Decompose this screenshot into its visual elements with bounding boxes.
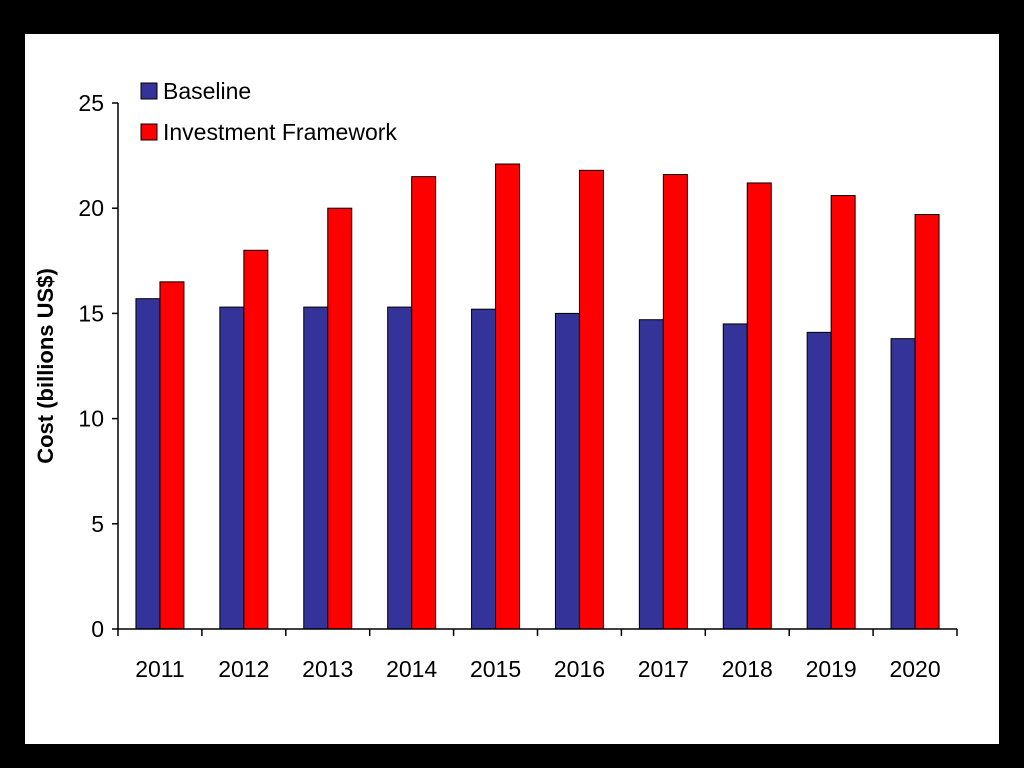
y-tick-label: 25 [78,90,104,116]
y-tick-label: 15 [78,300,104,326]
bar-investment-framework [578,169,604,630]
x-tick-label: 2018 [722,656,773,682]
bar-baseline [471,308,497,630]
bar-investment-framework [746,182,772,630]
y-tick-label: 5 [91,511,104,537]
legend-swatch-investment-framework [140,123,158,141]
bar-baseline [890,338,916,630]
bars-layer [135,163,940,630]
x-tick-label: 2015 [470,656,521,682]
bar-baseline [722,323,748,630]
x-ticks: 2011 2012 2013 2014 2015 2016 2017 2018 2019 2020 [117,629,958,682]
y-tick-label: 0 [91,616,104,642]
x-tick-label: 2017 [638,656,689,682]
bar-baseline [219,306,245,630]
bar-investment-framework [495,163,521,630]
legend-label-investment-framework: Investment Framework [163,119,397,145]
legend-swatch-baseline [140,82,158,100]
x-tick-label: 2020 [889,656,940,682]
bar-baseline [638,319,664,630]
bar-investment-framework [159,281,185,630]
y-ticks: 0 5 10 15 20 25 [78,90,118,642]
y-tick-label: 20 [78,195,104,221]
x-tick-label: 2014 [386,656,437,682]
bar-investment-framework [411,176,437,630]
legend-label-baseline: Baseline [163,78,251,104]
x-tick-label: 2013 [302,656,353,682]
bar-investment-framework [914,214,940,630]
y-tick-label: 10 [78,406,104,432]
bar-investment-framework [327,207,353,630]
x-tick-label: 2011 [135,656,184,682]
bar-baseline [303,306,329,630]
bar-baseline [806,331,832,630]
y-axis-label: Cost (billions US$) [33,268,58,464]
legend: Baseline Investment Framework [140,78,397,145]
bar-baseline [387,306,413,630]
x-tick-label: 2016 [554,656,605,682]
bar-investment-framework [662,174,688,630]
bar-baseline [135,298,161,630]
bar-investment-framework [830,195,856,630]
x-tick-label: 2012 [218,656,269,682]
x-tick-label: 2019 [806,656,857,682]
bar-investment-framework [243,249,269,630]
bar-baseline [554,312,580,630]
